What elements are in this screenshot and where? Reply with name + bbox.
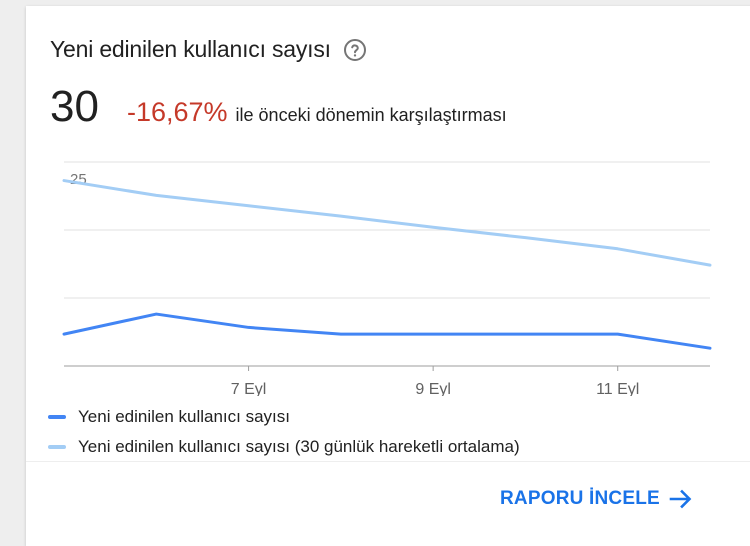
x-tick-label: 7 Eyl: [231, 381, 267, 396]
legend-swatch-primary: [48, 415, 66, 419]
line-chart-svg: 25 7 Eyl 9 Eyl 11 Eyl: [26, 146, 726, 396]
legend-label-primary: Yeni edinilen kullanıcı sayısı: [78, 407, 290, 427]
metric-value: 30: [50, 82, 99, 132]
legend-item-primary: Yeni edinilen kullanıcı sayısı: [48, 402, 520, 432]
view-report-link[interactable]: RAPORU İNCELE: [500, 486, 694, 512]
series-line-new-users: [64, 314, 710, 348]
metric-delta: -16,67%: [127, 97, 228, 128]
arrow-right-icon: [668, 486, 694, 512]
view-report-label: RAPORU İNCELE: [500, 488, 660, 510]
card-divider: [26, 461, 750, 462]
metric-comparison-text: ile önceki dönemin karşılaştırması: [236, 105, 507, 126]
legend-item-moving-average: Yeni edinilen kullanıcı sayısı (30 günlü…: [48, 432, 520, 462]
chart-legend: Yeni edinilen kullanıcı sayısı Yeni edin…: [48, 402, 520, 462]
legend-label-moving-average: Yeni edinilen kullanıcı sayısı (30 günlü…: [78, 437, 520, 457]
line-chart: 25 7 Eyl 9 Eyl 11 Eyl: [26, 146, 726, 401]
new-users-card: Yeni edinilen kullanıcı sayısı 30 -16,67…: [26, 6, 750, 546]
help-circle-icon[interactable]: [343, 38, 367, 62]
series-line-moving-average: [64, 181, 710, 266]
card-title: Yeni edinilen kullanıcı sayısı: [50, 36, 331, 63]
x-tick-label: 11 Eyl: [596, 381, 639, 396]
y-tick-label: 25: [70, 171, 87, 188]
legend-swatch-moving-average: [48, 445, 66, 449]
metric-summary: 30 -16,67% ile önceki dönemin karşılaştı…: [50, 82, 507, 132]
card-header: Yeni edinilen kullanıcı sayısı: [50, 36, 367, 63]
x-tick-label: 9 Eyl: [415, 381, 451, 396]
